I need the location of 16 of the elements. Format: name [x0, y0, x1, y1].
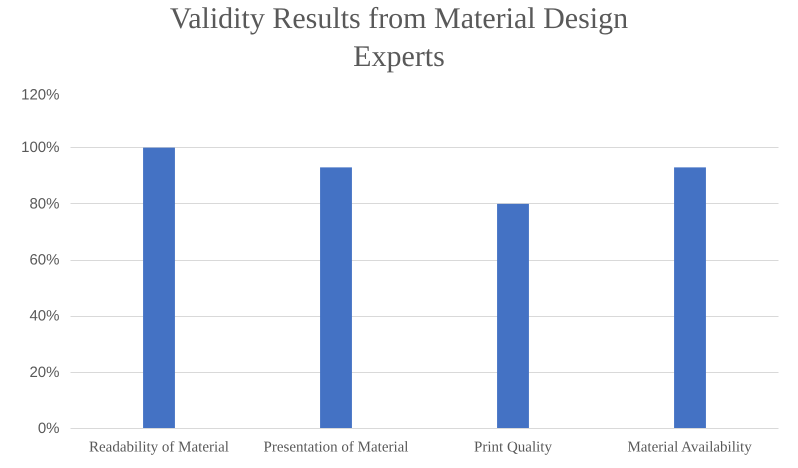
- bar: [497, 204, 529, 428]
- x-tick-label: Presentation of Material: [264, 440, 408, 456]
- y-tick-label: 60%: [29, 252, 60, 268]
- x-tick-label: Material Availability: [627, 440, 752, 456]
- y-tick-label: 100%: [21, 139, 60, 156]
- y-tick-label: 20%: [29, 364, 60, 381]
- bar: [674, 167, 706, 428]
- y-tick-label: 0%: [38, 420, 60, 437]
- y-tick-label: 120%: [21, 86, 60, 104]
- chart-title: Validity Results from Material Design Experts: [170, 1, 628, 75]
- bar: [143, 148, 175, 428]
- x-tick-label: Readability of Material: [89, 440, 229, 456]
- bar: [320, 167, 352, 428]
- y-tick-label: 80%: [29, 195, 60, 212]
- y-tick-label: 40%: [29, 308, 60, 325]
- x-tick-label: Print Quality: [474, 440, 552, 456]
